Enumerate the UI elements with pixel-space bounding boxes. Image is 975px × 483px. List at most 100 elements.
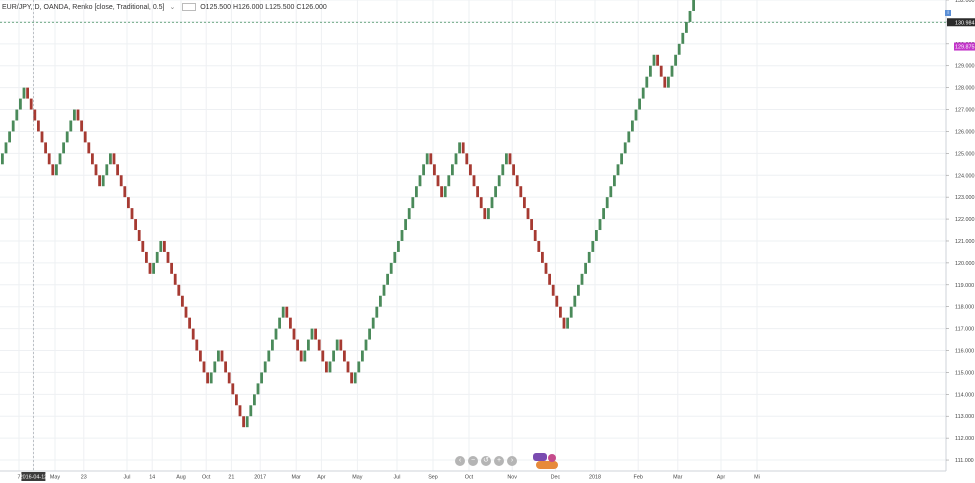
down-brick xyxy=(80,120,83,132)
y-tick-label: 118.000 xyxy=(955,305,974,311)
up-brick xyxy=(598,219,602,231)
up-brick xyxy=(263,361,267,373)
y-tick-label: 117.000 xyxy=(955,327,974,333)
up-brick xyxy=(4,142,8,154)
zoom-out-button[interactable]: − xyxy=(468,456,478,466)
up-brick xyxy=(674,54,677,66)
down-brick xyxy=(551,284,555,296)
up-brick xyxy=(58,153,62,165)
up-brick xyxy=(494,186,497,198)
x-tick-label: Apr xyxy=(317,475,326,481)
close-value: C126.000 xyxy=(296,4,327,11)
scroll-left-button[interactable]: ‹ xyxy=(455,456,465,466)
price-axis[interactable]: 132.000131.000130.000129.000128.000127.0… xyxy=(945,0,975,483)
zoom-in-button[interactable]: + xyxy=(494,456,504,466)
crosshair-date-tag xyxy=(21,472,46,481)
x-tick-label: Jul xyxy=(394,475,401,481)
y-tick-label: 113.000 xyxy=(955,414,974,420)
up-brick xyxy=(274,328,278,340)
down-brick xyxy=(224,361,227,373)
down-brick xyxy=(29,98,33,110)
up-brick xyxy=(634,109,638,121)
down-brick xyxy=(299,350,303,362)
up-brick xyxy=(454,153,458,165)
down-brick xyxy=(289,317,292,329)
y-tick-label: 132.000 xyxy=(955,0,975,4)
up-brick xyxy=(65,131,69,143)
up-brick xyxy=(677,43,681,55)
down-brick xyxy=(472,175,476,187)
up-brick xyxy=(382,284,386,296)
more-icon[interactable]: ⌄ xyxy=(169,4,176,11)
x-tick-label: 2018 xyxy=(589,475,601,481)
down-brick xyxy=(238,405,242,417)
down-brick xyxy=(33,109,37,121)
reset-chart-button[interactable]: ↺ xyxy=(481,456,491,466)
down-brick xyxy=(220,350,224,362)
x-tick-label: Mar xyxy=(673,475,682,481)
up-brick xyxy=(400,230,404,241)
down-brick xyxy=(51,164,55,176)
down-brick xyxy=(562,317,566,329)
up-brick xyxy=(303,350,307,362)
up-brick xyxy=(332,350,335,362)
down-brick xyxy=(195,339,199,351)
x-tick-label: 14 xyxy=(149,475,155,481)
up-brick xyxy=(447,175,451,187)
x-tick-label: Mi xyxy=(754,475,760,481)
up-brick xyxy=(580,273,584,285)
x-tick-label: 7 xyxy=(18,475,21,481)
up-brick xyxy=(645,76,649,88)
down-brick xyxy=(123,186,127,198)
up-brick xyxy=(418,175,422,187)
x-tick-label: 2016-04-12 xyxy=(20,475,48,481)
down-brick xyxy=(177,284,181,296)
down-brick xyxy=(227,372,231,384)
time-axis[interactable]: 7 2016-04-12 May 23 Jul 14 Aug Oct 21 2017 Mar Apr M… xyxy=(0,470,946,481)
price-axis-bg xyxy=(946,0,975,483)
up-brick xyxy=(361,350,364,362)
up-brick xyxy=(256,383,260,395)
scroll-right-button[interactable]: › xyxy=(507,456,517,466)
x-tick-label: Oct xyxy=(202,475,211,481)
visibility-toggle-icon[interactable] xyxy=(182,3,197,12)
down-brick xyxy=(515,175,519,187)
up-brick xyxy=(404,219,407,231)
down-brick xyxy=(436,175,440,187)
up-brick xyxy=(649,65,652,77)
up-brick xyxy=(670,65,674,77)
y-tick-label: 120.000 xyxy=(955,261,975,267)
down-brick xyxy=(98,175,101,187)
x-tick-label: Jul xyxy=(124,475,131,481)
down-brick xyxy=(508,153,512,165)
down-brick xyxy=(137,230,141,241)
up-brick xyxy=(415,186,418,198)
up-brick xyxy=(623,142,627,154)
down-brick xyxy=(76,109,80,121)
up-brick xyxy=(335,339,339,351)
up-brick xyxy=(19,98,22,110)
info-icon[interactable]: i xyxy=(945,10,951,16)
down-brick xyxy=(47,153,51,165)
down-brick xyxy=(87,142,91,154)
up-brick xyxy=(249,405,253,417)
y-tick-label: 123.000 xyxy=(955,195,975,201)
current-price-tag xyxy=(954,42,975,51)
y-tick-label: 112.000 xyxy=(955,436,974,442)
y-tick-label: 119.000 xyxy=(955,283,974,289)
symbol-title[interactable]: EUR/JPY, D, OANDA, Renko [close, Traditi… xyxy=(2,4,165,11)
down-brick xyxy=(350,372,353,384)
up-brick xyxy=(152,262,155,274)
down-brick xyxy=(433,164,436,176)
down-brick xyxy=(134,219,137,231)
down-brick xyxy=(476,186,479,198)
y-tick-label: 115.000 xyxy=(955,370,974,376)
x-tick-label: Oct xyxy=(465,475,474,481)
down-brick xyxy=(188,317,191,329)
x-tick-label: May xyxy=(352,475,362,481)
x-tick-label: Nov xyxy=(507,475,517,481)
down-brick xyxy=(314,328,317,340)
ohlc-values: O125.500 H126.000 L125.500 C126.000 xyxy=(200,4,327,11)
down-brick xyxy=(429,153,433,165)
